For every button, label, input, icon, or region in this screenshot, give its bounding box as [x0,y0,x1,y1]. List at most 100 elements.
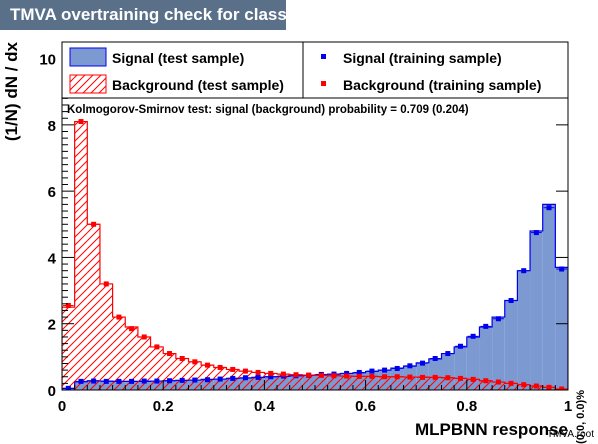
point-3-38 [547,385,552,390]
x-tick-label-4: 0.8 [456,398,477,415]
point-3-33 [483,378,488,383]
point-3-15 [256,370,261,375]
point-3-31 [458,376,463,381]
legend-entry-background-train: Background (training sample) [321,77,541,93]
point-2-32 [471,334,476,339]
bar-0-38 [543,204,556,390]
point-3-13 [230,367,235,372]
point-3-6 [142,334,147,339]
point-2-11 [205,377,210,382]
point-3-4 [116,315,121,320]
point-3-25 [382,374,387,379]
point-2-14 [243,375,248,380]
point-2-37 [534,230,539,235]
point-3-5 [129,326,134,331]
point-2-33 [483,324,488,329]
legend-label-background-train: Background (training sample) [343,77,541,93]
y-tick-label-5: 10 [39,52,56,69]
point-2-8 [167,378,172,383]
point-3-27 [407,375,412,380]
bar-0-39 [555,267,568,390]
point-2-12 [218,377,223,382]
point-3-28 [420,375,425,380]
bar-1-14 [239,371,252,390]
y-axis-label: (1/N) dN / dx [2,41,21,141]
point-3-18 [294,372,299,377]
point-2-7 [154,379,159,384]
x-tick-label-0: 0 [58,398,66,415]
bar-0-37 [530,231,543,390]
point-3-20 [319,373,324,378]
point-3-23 [357,374,362,379]
point-3-29 [433,375,438,380]
point-3-3 [104,281,109,286]
point-2-35 [509,298,514,303]
point-3-37 [534,384,539,389]
point-3-10 [192,359,197,364]
x-axis-label: MLPBNN response [415,420,568,439]
point-2-27 [407,363,412,368]
bar-1-3 [100,284,113,390]
y-tick-label-0: 0 [48,383,56,400]
legend-marker-signal-train [321,54,326,59]
point-2-9 [180,378,185,383]
point-2-31 [458,344,463,349]
point-2-6 [142,379,147,384]
legend-label-background-test: Background (test sample) [112,77,284,93]
point-3-35 [509,381,514,386]
y-tick-label-3: 6 [48,184,56,201]
point-2-4 [116,379,121,384]
point-3-34 [496,380,501,385]
point-3-17 [281,372,286,377]
point-3-1 [78,119,83,124]
point-2-1 [78,379,83,384]
bar-1-1 [75,122,88,390]
point-2-10 [192,378,197,383]
bar-1-0 [62,307,75,390]
point-2-34 [496,316,501,321]
bar-1-9 [176,359,189,390]
bar-0-36 [517,271,530,390]
point-3-16 [268,371,273,376]
point-2-26 [395,366,400,371]
point-3-19 [306,373,311,378]
x-tick-label-1: 0.2 [153,398,174,415]
point-2-28 [420,361,425,366]
point-2-38 [547,205,552,210]
legend-entry-background-test: Background (test sample) [70,75,284,93]
point-2-36 [521,268,526,273]
legend-marker-background-train [321,81,326,86]
legend-label-signal-test: Signal (test sample) [112,50,244,66]
bar-1-8 [163,354,176,390]
bar-1-2 [87,224,100,390]
point-3-30 [445,375,450,380]
point-3-22 [344,374,349,379]
point-3-36 [521,382,526,387]
point-3-8 [167,351,172,356]
bar-1-10 [189,362,202,390]
y-tick-label-1: 2 [48,317,56,334]
ks-test-text: Kolmogorov-Smirnov test: signal (backgro… [67,104,469,116]
point-2-25 [382,368,387,373]
point-3-11 [205,363,210,368]
bar-0-34 [492,317,505,390]
point-2-30 [445,351,450,356]
legend-swatch-signal-test [70,48,106,66]
point-2-3 [104,379,109,384]
legend-entry-signal-train: Signal (training sample) [321,50,502,66]
x-tick-label-2: 0.4 [254,398,276,415]
x-tick-label-3: 0.6 [355,398,376,415]
point-3-12 [218,365,223,370]
bar-0-35 [505,301,518,390]
legend-swatch-background-test [70,75,106,93]
point-2-24 [369,369,374,374]
point-3-26 [395,374,400,379]
point-2-29 [433,356,438,361]
point-3-24 [369,374,374,379]
point-3-7 [154,344,159,349]
point-3-39 [559,387,564,392]
point-2-15 [256,375,261,380]
y-tick-label-4: 8 [48,118,56,135]
point-3-32 [471,377,476,382]
